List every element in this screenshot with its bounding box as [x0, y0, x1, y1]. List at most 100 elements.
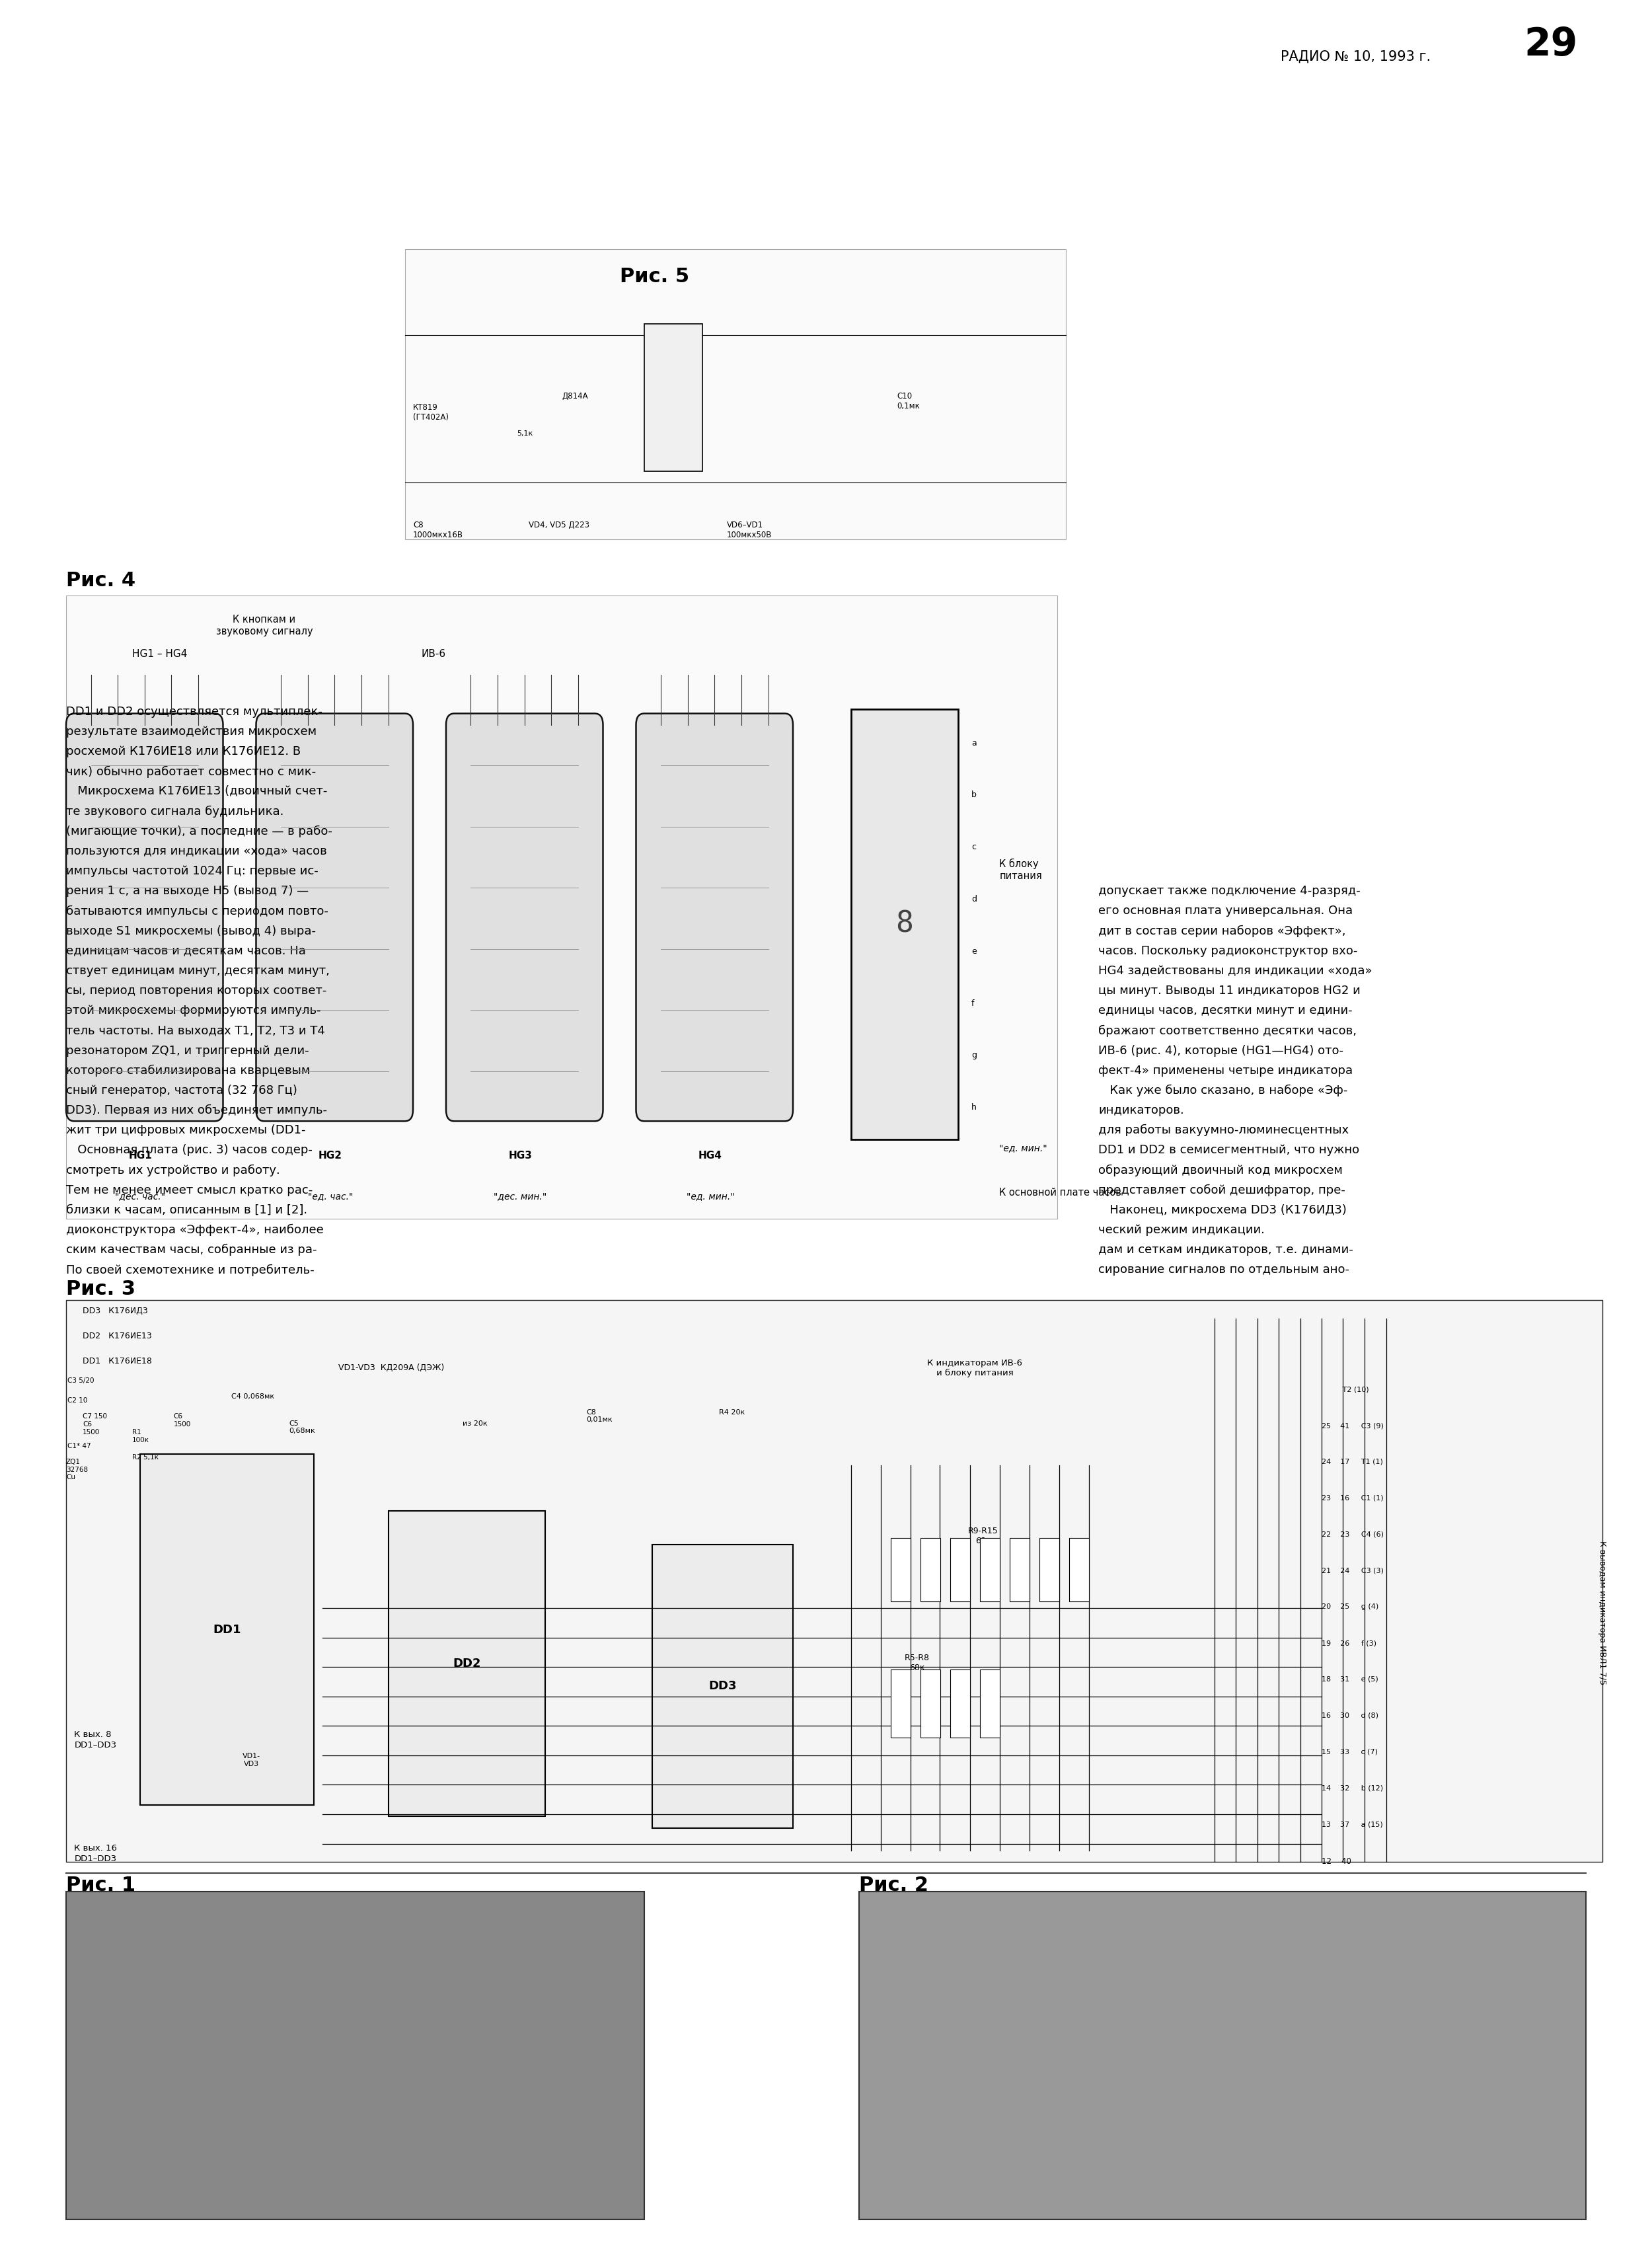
Bar — [66, 1300, 1602, 1862]
Text: VD4, VD5 Д223: VD4, VD5 Д223 — [529, 521, 590, 530]
Text: 29: 29 — [1525, 25, 1578, 63]
Bar — [388, 1511, 545, 1817]
Text: РАДИО № 10, 1993 г.: РАДИО № 10, 1993 г. — [1280, 50, 1431, 63]
Text: R2 5,1к: R2 5,1к — [132, 1454, 159, 1461]
Text: 12    40: 12 40 — [1322, 1857, 1351, 1866]
Text: 19    26     f (3): 19 26 f (3) — [1322, 1640, 1376, 1647]
Text: "ед. мин.": "ед. мин." — [999, 1144, 1047, 1153]
Bar — [920, 1538, 940, 1601]
Text: Рис. 2: Рис. 2 — [859, 1875, 928, 1894]
Text: HG2: HG2 — [319, 1151, 342, 1160]
Text: 16    30     d (8): 16 30 d (8) — [1322, 1712, 1378, 1719]
Text: Микросхема К176ИЕ13 (двоичный счет-: Микросхема К176ИЕ13 (двоичный счет- — [66, 786, 327, 797]
Text: 22    23     C4 (6): 22 23 C4 (6) — [1322, 1531, 1384, 1538]
Text: К блоку
питания: К блоку питания — [999, 858, 1042, 881]
FancyBboxPatch shape — [636, 713, 793, 1121]
Text: 15    33     c (7): 15 33 c (7) — [1322, 1749, 1378, 1755]
Text: 23    16     C1 (1): 23 16 C1 (1) — [1322, 1495, 1383, 1502]
Text: "ед. мин.": "ед. мин." — [686, 1191, 735, 1200]
Text: ZQ1
32768
Cu: ZQ1 32768 Cu — [66, 1459, 88, 1481]
Text: импульсы частотой 1024 Гц: первые ис-: импульсы частотой 1024 Гц: первые ис- — [66, 865, 319, 877]
Text: C8
0,01мк: C8 0,01мк — [586, 1409, 613, 1422]
Text: C7 150
C6
1500: C7 150 C6 1500 — [83, 1413, 107, 1436]
Text: VD1-VD3  КД209А (ДЭЖ): VD1-VD3 КД209А (ДЭЖ) — [339, 1364, 444, 1373]
Text: бражают соответственно десятки часов,: бражают соответственно десятки часов, — [1099, 1024, 1356, 1037]
Text: C6
1500: C6 1500 — [173, 1413, 192, 1427]
Bar — [890, 1669, 910, 1737]
Text: 21    24     C3 (3): 21 24 C3 (3) — [1322, 1567, 1384, 1574]
Text: представляет собой дешифратор, пре-: представляет собой дешифратор, пре- — [1099, 1185, 1346, 1196]
Text: чик) обычно работает совместно с мик-: чик) обычно работает совместно с мик- — [66, 766, 316, 777]
Text: HG4 задействованы для индикации «хода»: HG4 задействованы для индикации «хода» — [1099, 965, 1373, 976]
Text: (мигающие точки), а последние — в рабо-: (мигающие точки), а последние — в рабо- — [66, 824, 332, 838]
Text: Тем не менее имеет смысл кратко рас-: Тем не менее имеет смысл кратко рас- — [66, 1185, 312, 1196]
Text: C3 5/20: C3 5/20 — [68, 1377, 94, 1384]
Text: С8
1000мкх16В: С8 1000мкх16В — [413, 521, 463, 539]
FancyBboxPatch shape — [256, 713, 413, 1121]
Bar — [890, 1538, 910, 1601]
Text: HG1 – HG4: HG1 – HG4 — [132, 648, 187, 659]
Text: тель частоты. На выходах Т1, Т2, Т3 и Т4: тель частоты. На выходах Т1, Т2, Т3 и Т4 — [66, 1024, 325, 1037]
Text: "дес. мин.": "дес. мин." — [494, 1191, 547, 1200]
Text: C1* 47: C1* 47 — [68, 1443, 91, 1450]
Text: HG3: HG3 — [509, 1151, 532, 1160]
Bar — [1009, 1538, 1029, 1601]
Text: Наконец, микросхема DD3 (К176ИД3): Наконец, микросхема DD3 (К176ИД3) — [1099, 1205, 1346, 1216]
Text: К вых. 8
DD1–DD3: К вых. 8 DD1–DD3 — [74, 1730, 117, 1749]
Text: образующий двоичный код микросхем: образующий двоичный код микросхем — [1099, 1164, 1343, 1176]
Text: По своей схемотехнике и потребитель-: По своей схемотехнике и потребитель- — [66, 1264, 314, 1275]
Text: DD1 и DD2 в семисегментный, что нужно: DD1 и DD2 в семисегментный, что нужно — [1099, 1144, 1360, 1155]
Text: дит в состав серии наборов «Эффект»,: дит в состав серии наборов «Эффект», — [1099, 924, 1346, 938]
Text: ским качествам часы, собранные из ра-: ским качествам часы, собранные из ра- — [66, 1243, 317, 1257]
Text: C5
0,68мк: C5 0,68мк — [289, 1420, 316, 1434]
Text: 5,1к: 5,1к — [517, 430, 534, 437]
Text: DD1 и DD2 осуществляется мультиплек-: DD1 и DD2 осуществляется мультиплек- — [66, 707, 322, 718]
Text: DD3   К176ИД3: DD3 К176ИД3 — [83, 1307, 149, 1316]
Text: близки к часам, описанным в [1] и [2].: близки к часам, описанным в [1] и [2]. — [66, 1205, 307, 1216]
Text: результате взаимодействия микросхем: результате взаимодействия микросхем — [66, 725, 317, 738]
Text: К выводам индикатора ИВЛ1-7/5: К выводам индикатора ИВЛ1-7/5 — [1597, 1540, 1607, 1685]
Text: фект-4» применены четыре индикатора: фект-4» применены четыре индикатора — [1099, 1065, 1353, 1076]
Text: К кнопкам и
звуковому сигналу: К кнопкам и звуковому сигналу — [216, 614, 312, 636]
FancyBboxPatch shape — [859, 1891, 1586, 2220]
FancyBboxPatch shape — [446, 713, 603, 1121]
Text: ствует единицам минут, десяткам минут,: ствует единицам минут, десяткам минут, — [66, 965, 330, 976]
Text: дам и сеткам индикаторов, т.е. динами-: дам и сеткам индикаторов, т.е. динами- — [1099, 1243, 1353, 1255]
Bar — [1039, 1538, 1059, 1601]
Bar — [950, 1538, 970, 1601]
Text: допускает также подключение 4-разряд-: допускает также подключение 4-разряд- — [1099, 886, 1361, 897]
Text: Рис. 4: Рис. 4 — [66, 571, 135, 589]
Text: DD3: DD3 — [709, 1681, 737, 1692]
Text: C2 10: C2 10 — [68, 1398, 88, 1404]
Bar — [980, 1669, 999, 1737]
Text: DD1   К176ИЕ18: DD1 К176ИЕ18 — [83, 1357, 152, 1366]
Text: f: f — [971, 999, 975, 1008]
Text: сирование сигналов по отдельным ано-: сирование сигналов по отдельным ано- — [1099, 1264, 1350, 1275]
Text: DD2: DD2 — [453, 1658, 481, 1669]
Text: 8: 8 — [895, 911, 914, 938]
Text: Рис. 5: Рис. 5 — [620, 267, 689, 285]
Text: росхемой К176ИЕ18 или К176ИЕ12. В: росхемой К176ИЕ18 или К176ИЕ12. В — [66, 745, 301, 757]
Text: К вых. 16
DD1–DD3: К вых. 16 DD1–DD3 — [74, 1844, 117, 1862]
Bar — [405, 249, 1066, 539]
Text: диоконструктора «Эффект-4», наиболее: диоконструктора «Эффект-4», наиболее — [66, 1223, 324, 1237]
Text: 18    31     e (5): 18 31 e (5) — [1322, 1676, 1378, 1683]
Text: C4 0,068мк: C4 0,068мк — [231, 1393, 274, 1400]
Text: R4 20к: R4 20к — [719, 1409, 745, 1416]
Text: DD2   К176ИЕ13: DD2 К176ИЕ13 — [83, 1332, 152, 1341]
Text: DD3). Первая из них объединяет импуль-: DD3). Первая из них объединяет импуль- — [66, 1105, 327, 1117]
Text: Рис. 3: Рис. 3 — [66, 1280, 135, 1298]
Text: R1
100к: R1 100к — [132, 1429, 149, 1443]
Bar — [1069, 1538, 1089, 1601]
Text: 20    25     g (4): 20 25 g (4) — [1322, 1604, 1378, 1610]
Text: из 20к: из 20к — [463, 1420, 487, 1427]
FancyBboxPatch shape — [66, 713, 223, 1121]
Text: ческий режим индикации.: ческий режим индикации. — [1099, 1223, 1265, 1237]
Bar — [920, 1669, 940, 1737]
Text: h: h — [971, 1103, 976, 1112]
Text: R9-R15
68к: R9-R15 68к — [968, 1527, 998, 1545]
Text: смотреть их устройство и работу.: смотреть их устройство и работу. — [66, 1164, 281, 1176]
Text: индикаторов.: индикаторов. — [1099, 1105, 1184, 1117]
Bar — [140, 1454, 314, 1805]
Text: единицы часов, десятки минут и едини-: единицы часов, десятки минут и едини- — [1099, 1006, 1353, 1017]
